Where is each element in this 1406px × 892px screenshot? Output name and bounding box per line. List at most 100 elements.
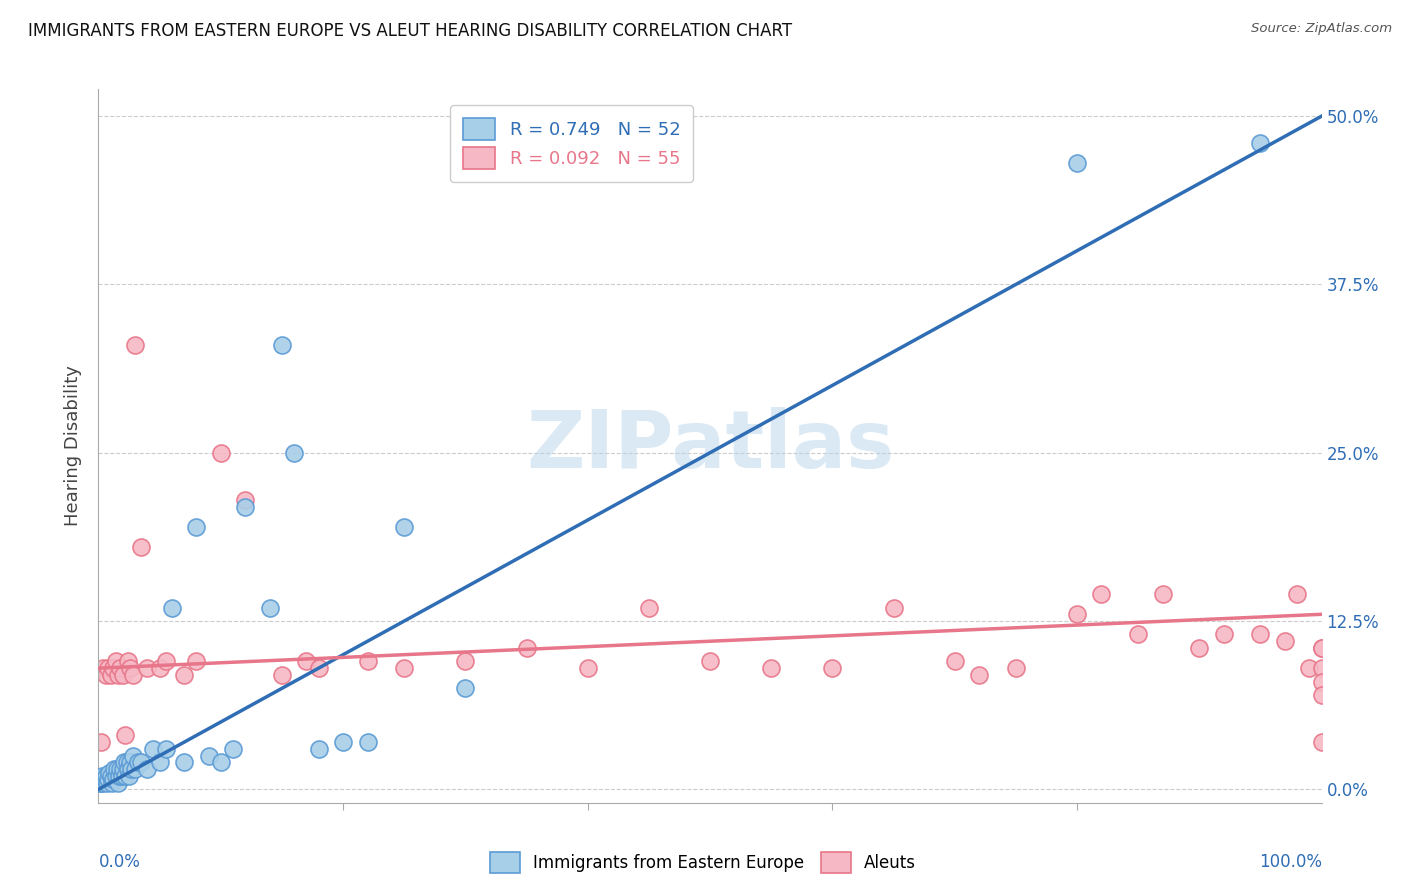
Point [121, 668, 143, 682]
Point [761, 661, 783, 675]
Point [332, 735, 354, 749]
Point [117, 762, 139, 776]
Point [1274, 634, 1296, 648]
Point [94, 668, 117, 682]
Point [104, 655, 127, 669]
Point [233, 500, 256, 514]
Text: 0.0%: 0.0% [98, 853, 141, 871]
Point [108, 769, 131, 783]
Point [120, 762, 142, 776]
Point [270, 338, 294, 352]
Point [576, 661, 599, 675]
Point [124, 338, 146, 352]
Point [1310, 640, 1333, 655]
Text: Source: ZipAtlas.com: Source: ZipAtlas.com [1251, 22, 1392, 36]
Point [149, 661, 172, 675]
Point [1310, 735, 1333, 749]
Point [1090, 587, 1112, 601]
Point [209, 446, 232, 460]
Point [103, 762, 125, 776]
Point [1310, 661, 1333, 675]
Point [699, 655, 721, 669]
Point [96, 775, 118, 789]
Point [107, 668, 129, 682]
Point [308, 742, 330, 756]
Point [124, 762, 146, 776]
Point [356, 655, 378, 669]
Point [967, 668, 990, 682]
Point [129, 540, 152, 554]
Point [233, 492, 256, 507]
Point [186, 520, 208, 534]
Point [283, 446, 305, 460]
Point [142, 742, 165, 756]
Point [222, 742, 245, 756]
Point [118, 769, 141, 783]
Point [121, 748, 143, 763]
Point [1298, 661, 1320, 675]
Point [90, 775, 112, 789]
Point [111, 769, 134, 783]
Point [89, 775, 111, 789]
Point [155, 742, 177, 756]
Point [91, 769, 114, 783]
Point [392, 661, 416, 675]
Point [91, 775, 114, 789]
Point [173, 756, 195, 770]
Point [110, 661, 132, 675]
Point [107, 775, 129, 789]
Point [97, 661, 120, 675]
Point [120, 756, 142, 770]
Point [209, 756, 232, 770]
Point [111, 668, 134, 682]
Point [1066, 607, 1088, 622]
Point [100, 668, 122, 682]
Point [1286, 587, 1309, 601]
Point [112, 756, 135, 770]
Point [943, 655, 966, 669]
Point [821, 661, 844, 675]
Point [98, 766, 121, 780]
Point [136, 661, 159, 675]
Point [1310, 640, 1333, 655]
Legend: Immigrants from Eastern Europe, Aleuts: Immigrants from Eastern Europe, Aleuts [484, 846, 922, 880]
Point [1152, 587, 1174, 601]
Point [114, 769, 136, 783]
Point [1310, 688, 1333, 702]
Text: 100.0%: 100.0% [1258, 853, 1322, 871]
Point [1212, 627, 1234, 641]
Point [356, 735, 378, 749]
Point [117, 655, 139, 669]
Text: IMMIGRANTS FROM EASTERN EUROPE VS ALEUT HEARING DISABILITY CORRELATION CHART: IMMIGRANTS FROM EASTERN EUROPE VS ALEUT … [28, 22, 792, 40]
Point [120, 661, 142, 675]
Point [516, 640, 538, 655]
Point [186, 655, 208, 669]
Point [129, 756, 152, 770]
Point [638, 600, 661, 615]
Point [454, 681, 477, 696]
Point [259, 600, 281, 615]
Point [270, 668, 294, 682]
Point [101, 775, 124, 789]
Point [149, 756, 172, 770]
Point [1310, 674, 1333, 689]
Point [155, 655, 177, 669]
Point [90, 735, 112, 749]
Point [160, 600, 183, 615]
Point [104, 769, 127, 783]
Point [392, 520, 416, 534]
Point [308, 661, 330, 675]
Point [1250, 627, 1272, 641]
Point [1066, 156, 1088, 170]
Text: ZIPatlas: ZIPatlas [526, 407, 894, 485]
Point [105, 762, 128, 776]
Point [94, 769, 117, 783]
Point [1128, 627, 1150, 641]
Point [454, 655, 477, 669]
Point [91, 661, 114, 675]
Point [136, 762, 159, 776]
Point [111, 762, 134, 776]
Point [1250, 136, 1272, 150]
Point [100, 769, 122, 783]
Point [101, 772, 124, 786]
